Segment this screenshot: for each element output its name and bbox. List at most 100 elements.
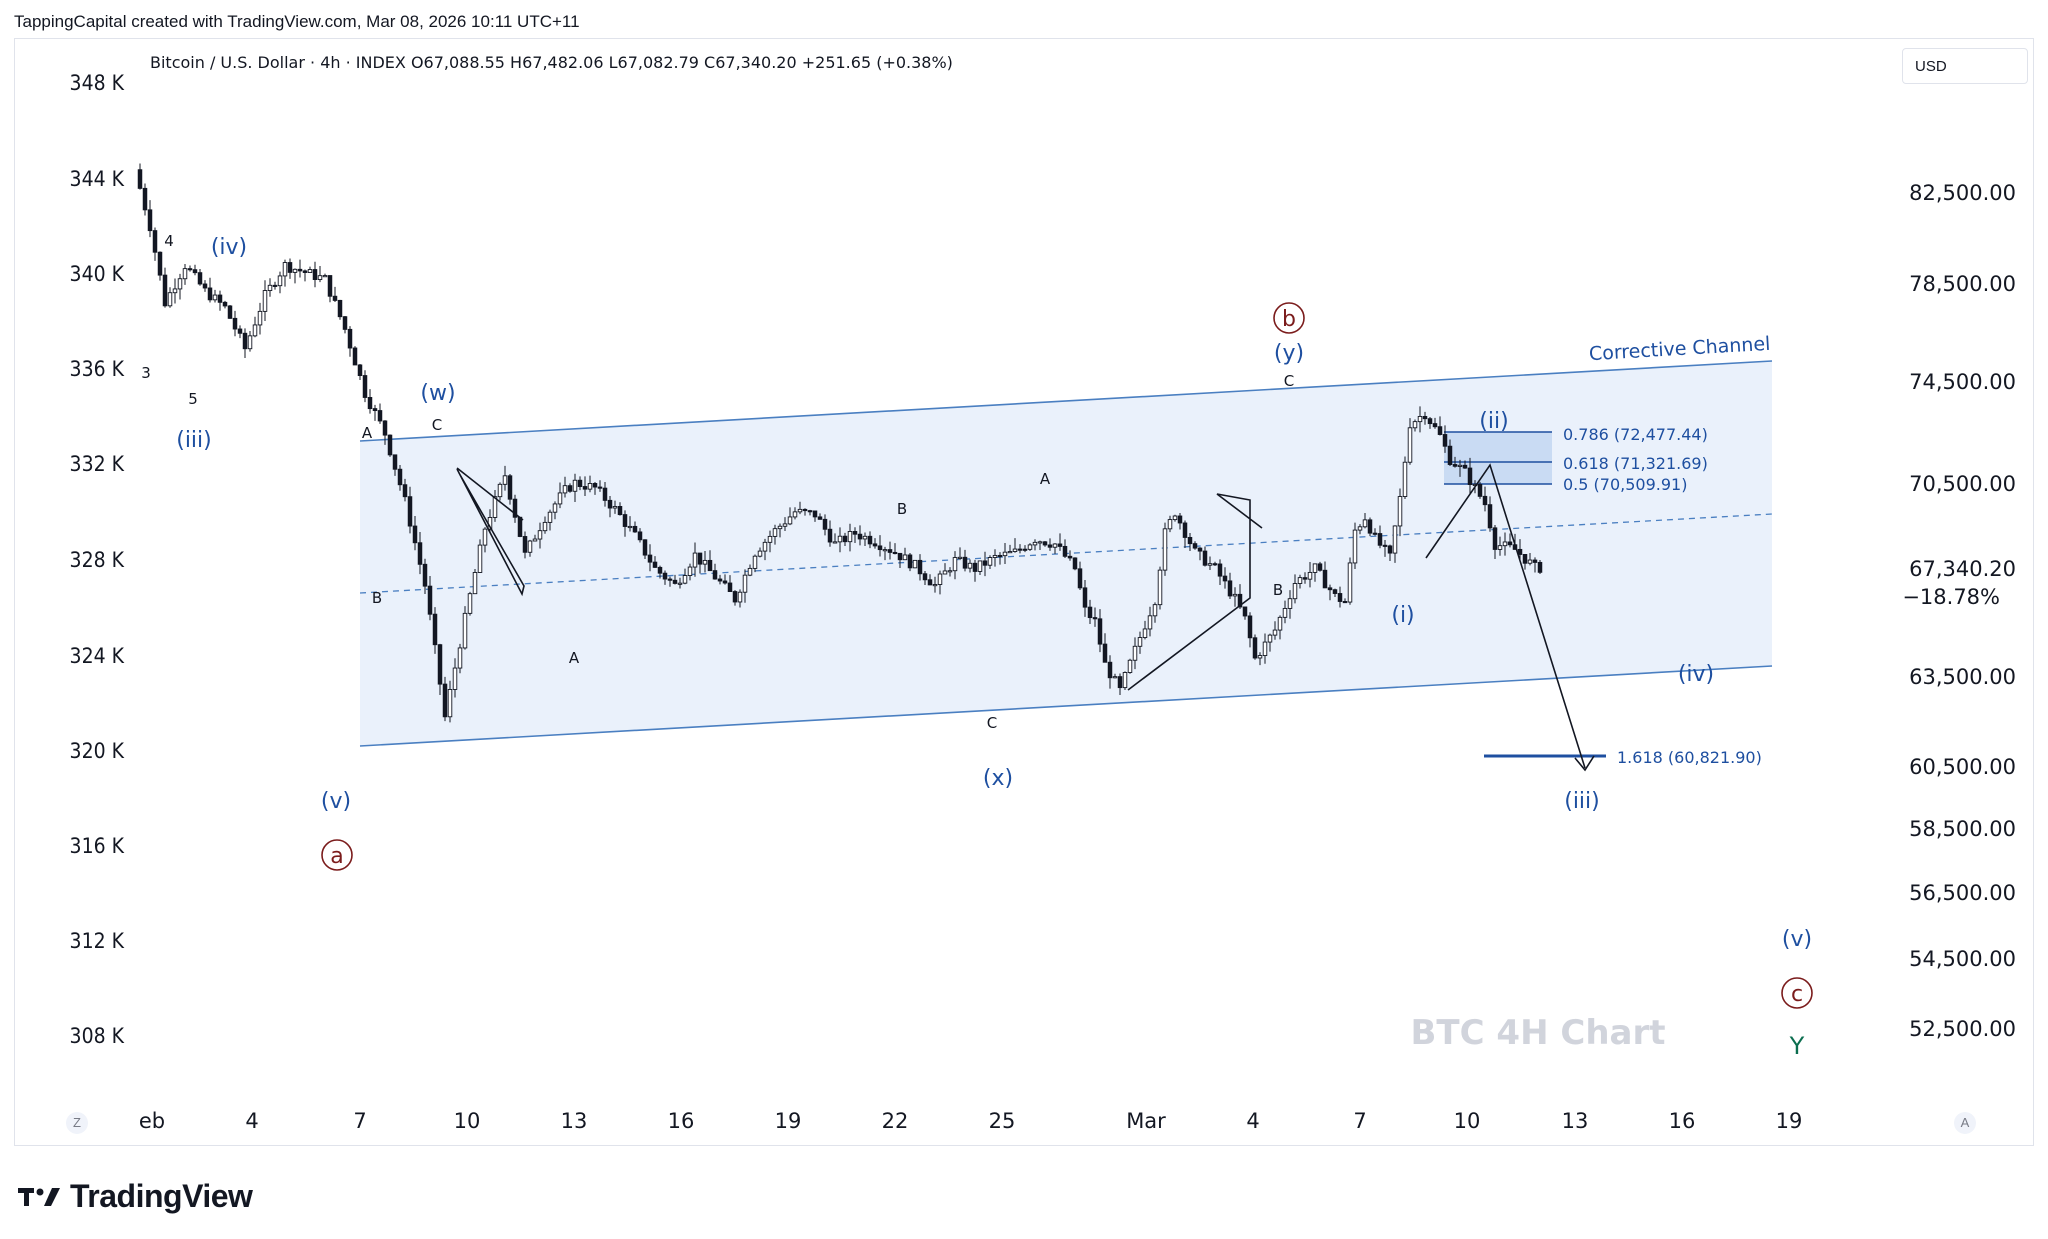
candle xyxy=(1462,460,1468,469)
x-axis-label: 16 xyxy=(668,1109,695,1133)
fib-retracement-zone[interactable] xyxy=(1444,432,1552,484)
candle xyxy=(857,525,863,546)
candle xyxy=(1217,559,1223,586)
subwave-C2: C xyxy=(987,714,997,732)
x-axis-label: 13 xyxy=(1562,1109,1589,1133)
candle xyxy=(772,524,778,545)
candle xyxy=(287,258,293,279)
candle xyxy=(1182,520,1188,548)
candle xyxy=(1052,543,1058,554)
candle xyxy=(782,517,788,532)
candle xyxy=(1437,416,1443,436)
candle xyxy=(687,563,693,581)
candle xyxy=(382,420,388,445)
x-axis-label: 25 xyxy=(989,1109,1016,1133)
candle xyxy=(1252,634,1258,660)
projection-path[interactable] xyxy=(1425,463,1586,769)
candle xyxy=(737,589,743,608)
candle xyxy=(1497,536,1503,556)
auto-scale-right-button[interactable]: A xyxy=(1954,1112,1976,1134)
candle xyxy=(152,227,158,261)
candle xyxy=(432,607,438,654)
candle xyxy=(922,570,928,586)
candle xyxy=(1367,517,1373,537)
auto-scale-left-button[interactable]: Z xyxy=(66,1112,88,1134)
candle xyxy=(297,259,303,278)
candle xyxy=(947,567,953,577)
candle xyxy=(302,269,308,282)
candle xyxy=(492,490,498,522)
candle xyxy=(502,465,508,491)
candle xyxy=(247,330,253,352)
currency-button[interactable]: USD xyxy=(1902,48,2028,84)
candle xyxy=(1157,566,1163,610)
candle xyxy=(692,542,698,577)
candle xyxy=(362,370,368,403)
candle xyxy=(697,552,703,574)
right-axis-label: 63,500.00 xyxy=(1909,665,2016,689)
candle xyxy=(977,560,983,575)
candle xyxy=(817,513,823,520)
candle xyxy=(1347,557,1353,605)
candle xyxy=(812,510,818,522)
left-axis-label: 348 K xyxy=(70,71,125,95)
candle xyxy=(282,259,288,287)
candle xyxy=(1422,411,1428,425)
candle xyxy=(902,547,908,561)
candle xyxy=(1427,417,1433,429)
candle xyxy=(1352,522,1358,569)
channel-lower-line[interactable] xyxy=(359,665,1773,747)
candle xyxy=(1492,524,1498,560)
candle xyxy=(1152,602,1158,623)
candle xyxy=(1292,574,1298,604)
x-axis-label: 13 xyxy=(561,1109,588,1133)
candle xyxy=(172,278,178,304)
candle xyxy=(1532,557,1538,573)
wave-label-iii-left: (iii) xyxy=(176,428,212,453)
candle xyxy=(1142,620,1148,640)
candle xyxy=(1167,515,1173,533)
candle xyxy=(272,281,278,290)
triangle-pattern-1 xyxy=(456,468,525,597)
candle xyxy=(642,539,648,559)
subwave-A3: A xyxy=(1040,470,1051,488)
candle xyxy=(162,267,168,308)
candle xyxy=(392,454,398,476)
candle xyxy=(1317,561,1323,572)
candle xyxy=(1387,544,1393,561)
candle xyxy=(1277,615,1283,640)
candle xyxy=(317,266,323,283)
candle xyxy=(1207,556,1213,570)
candle xyxy=(847,523,853,552)
candle xyxy=(637,528,643,543)
chart-frame xyxy=(14,38,2034,1146)
candle xyxy=(1022,545,1028,553)
candle xyxy=(592,481,598,495)
candle xyxy=(762,538,768,561)
candle xyxy=(167,287,173,308)
tradingview-logo[interactable]: TradingView xyxy=(18,1178,253,1215)
candle xyxy=(802,508,808,516)
chart-watermark: BTC 4H Chart xyxy=(1411,1013,1666,1053)
candle xyxy=(412,516,418,551)
candle xyxy=(1212,561,1218,567)
candle xyxy=(962,549,968,572)
candle xyxy=(1267,633,1273,652)
candle xyxy=(777,523,783,538)
candle xyxy=(1017,544,1023,554)
candle xyxy=(1262,633,1268,664)
candle xyxy=(662,570,668,585)
candle xyxy=(1187,532,1193,551)
candle xyxy=(342,315,348,334)
wave-label-Y: Y xyxy=(1789,1032,1805,1060)
candle xyxy=(997,552,1003,565)
candle xyxy=(1127,658,1133,674)
candle xyxy=(602,481,608,507)
wave-label-v-right: (v) xyxy=(1782,927,1812,952)
candle xyxy=(1322,561,1328,589)
candle xyxy=(572,473,578,503)
candle xyxy=(1522,554,1528,570)
candle xyxy=(547,509,553,531)
channel-upper-line[interactable] xyxy=(359,360,1773,442)
